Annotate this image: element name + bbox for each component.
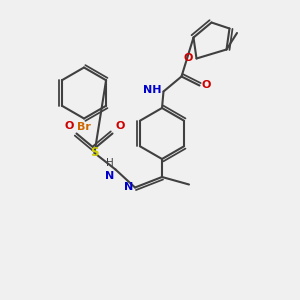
Text: O: O xyxy=(64,121,74,130)
Text: S: S xyxy=(90,146,99,160)
Text: O: O xyxy=(202,80,211,91)
Text: H: H xyxy=(106,158,114,168)
Text: N: N xyxy=(124,182,134,193)
Text: O: O xyxy=(184,53,193,64)
Text: NH: NH xyxy=(142,85,161,95)
Text: O: O xyxy=(116,121,125,130)
Text: Br: Br xyxy=(77,122,91,132)
Text: N: N xyxy=(105,171,114,181)
